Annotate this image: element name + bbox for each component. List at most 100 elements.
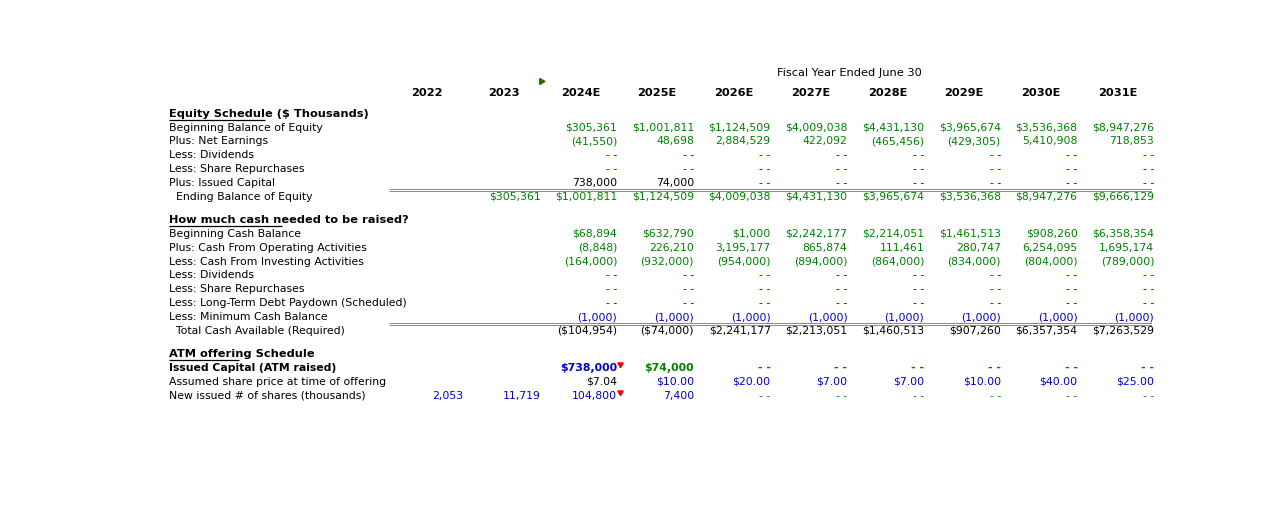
Text: - -: - - xyxy=(759,390,771,400)
Text: 2025E: 2025E xyxy=(637,88,677,98)
Text: $9,666,129: $9,666,129 xyxy=(1092,192,1155,202)
Text: (894,000): (894,000) xyxy=(794,257,847,267)
Text: 6,254,095: 6,254,095 xyxy=(1023,243,1078,252)
Text: - -: - - xyxy=(989,298,1001,308)
Text: - -: - - xyxy=(759,298,771,308)
Text: - -: - - xyxy=(682,284,694,294)
Text: Equity Schedule ($ Thousands): Equity Schedule ($ Thousands) xyxy=(169,109,369,119)
Text: - -: - - xyxy=(913,178,924,188)
Text: (465,456): (465,456) xyxy=(870,136,924,146)
Text: $74,000: $74,000 xyxy=(644,363,694,373)
Text: - -: - - xyxy=(605,164,617,174)
Text: (429,305): (429,305) xyxy=(947,136,1001,146)
Text: 1,695,174: 1,695,174 xyxy=(1100,243,1155,252)
Text: - -: - - xyxy=(1143,178,1155,188)
Text: Assumed share price at time of offering: Assumed share price at time of offering xyxy=(169,377,387,387)
Text: How much cash needed to be raised?: How much cash needed to be raised? xyxy=(169,215,408,225)
Text: $1,124,509: $1,124,509 xyxy=(632,192,694,202)
Text: - -: - - xyxy=(836,164,847,174)
Text: $1,001,811: $1,001,811 xyxy=(632,123,694,133)
Text: 5,410,908: 5,410,908 xyxy=(1023,136,1078,146)
Text: - -: - - xyxy=(989,178,1001,188)
Text: $6,357,354: $6,357,354 xyxy=(1015,326,1078,336)
Text: (164,000): (164,000) xyxy=(563,257,617,267)
Text: - -: - - xyxy=(759,271,771,280)
Text: (1,000): (1,000) xyxy=(577,312,617,322)
Text: 2027E: 2027E xyxy=(791,88,831,98)
Text: - -: - - xyxy=(759,164,771,174)
Text: $7.00: $7.00 xyxy=(817,377,847,387)
Text: $7.04: $7.04 xyxy=(586,377,617,387)
Text: $4,431,130: $4,431,130 xyxy=(861,123,924,133)
Text: Total Cash Available (Required): Total Cash Available (Required) xyxy=(169,326,346,336)
Text: $3,965,674: $3,965,674 xyxy=(863,192,924,202)
Text: - -: - - xyxy=(913,271,924,280)
Text: - -: - - xyxy=(759,284,771,294)
Text: 422,092: 422,092 xyxy=(803,136,847,146)
Text: - -: - - xyxy=(758,363,771,373)
Text: (1,000): (1,000) xyxy=(808,312,847,322)
Text: - -: - - xyxy=(1066,178,1078,188)
Text: - -: - - xyxy=(682,298,694,308)
Text: Less: Long-Term Debt Paydown (Scheduled): Less: Long-Term Debt Paydown (Scheduled) xyxy=(169,298,407,308)
Text: - -: - - xyxy=(835,363,847,373)
Text: - -: - - xyxy=(913,390,924,400)
Text: 2,884,529: 2,884,529 xyxy=(716,136,771,146)
Text: - -: - - xyxy=(1142,363,1155,373)
Text: Beginning Cash Balance: Beginning Cash Balance xyxy=(169,229,301,239)
Text: Less: Cash From Investing Activities: Less: Cash From Investing Activities xyxy=(169,257,365,267)
Text: - -: - - xyxy=(1143,271,1155,280)
Text: $8,947,276: $8,947,276 xyxy=(1015,192,1078,202)
Text: (1,000): (1,000) xyxy=(884,312,924,322)
Text: ($104,954): ($104,954) xyxy=(557,326,617,336)
Text: (1,000): (1,000) xyxy=(1115,312,1155,322)
Text: $1,001,811: $1,001,811 xyxy=(556,192,617,202)
Text: - -: - - xyxy=(836,150,847,160)
Text: 718,853: 718,853 xyxy=(1110,136,1155,146)
Text: $20.00: $20.00 xyxy=(732,377,771,387)
Text: - -: - - xyxy=(1143,150,1155,160)
Text: - -: - - xyxy=(682,271,694,280)
Text: - -: - - xyxy=(836,271,847,280)
Text: Beginning Balance of Equity: Beginning Balance of Equity xyxy=(169,123,323,133)
Text: - -: - - xyxy=(1143,390,1155,400)
Text: Less: Share Repurchases: Less: Share Repurchases xyxy=(169,164,305,174)
Text: (834,000): (834,000) xyxy=(947,257,1001,267)
Text: $40.00: $40.00 xyxy=(1039,377,1078,387)
Text: 2029E: 2029E xyxy=(945,88,984,98)
Text: - -: - - xyxy=(836,284,847,294)
Text: $6,358,354: $6,358,354 xyxy=(1092,229,1155,239)
Text: $2,213,051: $2,213,051 xyxy=(786,326,847,336)
Text: (1,000): (1,000) xyxy=(654,312,694,322)
Text: ATM offering Schedule: ATM offering Schedule xyxy=(169,349,315,359)
Text: $305,361: $305,361 xyxy=(566,123,617,133)
Text: $305,361: $305,361 xyxy=(489,192,540,202)
Text: $907,260: $907,260 xyxy=(948,326,1001,336)
Text: 2,053: 2,053 xyxy=(433,390,463,400)
Text: - -: - - xyxy=(989,150,1001,160)
Text: - -: - - xyxy=(605,271,617,280)
Text: Less: Share Repurchases: Less: Share Repurchases xyxy=(169,284,305,294)
Text: - -: - - xyxy=(989,390,1001,400)
Text: $1,461,513: $1,461,513 xyxy=(938,229,1001,239)
Text: 2028E: 2028E xyxy=(868,88,908,98)
Text: (8,848): (8,848) xyxy=(577,243,617,252)
Text: - -: - - xyxy=(605,150,617,160)
Text: - -: - - xyxy=(1143,164,1155,174)
Text: ($74,000): ($74,000) xyxy=(640,326,694,336)
Text: Issued Capital (ATM raised): Issued Capital (ATM raised) xyxy=(169,363,337,373)
Text: - -: - - xyxy=(759,178,771,188)
Text: $908,260: $908,260 xyxy=(1025,229,1078,239)
Text: $4,009,038: $4,009,038 xyxy=(708,192,771,202)
Text: - -: - - xyxy=(605,298,617,308)
Text: Plus: Cash From Operating Activities: Plus: Cash From Operating Activities xyxy=(169,243,367,252)
Text: $738,000: $738,000 xyxy=(561,363,617,373)
Text: 2030E: 2030E xyxy=(1021,88,1060,98)
Text: Less: Minimum Cash Balance: Less: Minimum Cash Balance xyxy=(169,312,328,322)
Text: - -: - - xyxy=(989,284,1001,294)
Text: 226,210: 226,210 xyxy=(649,243,694,252)
Text: 2023: 2023 xyxy=(488,88,520,98)
Text: 11,719: 11,719 xyxy=(503,390,540,400)
Text: - -: - - xyxy=(1066,150,1078,160)
Text: - -: - - xyxy=(911,363,924,373)
